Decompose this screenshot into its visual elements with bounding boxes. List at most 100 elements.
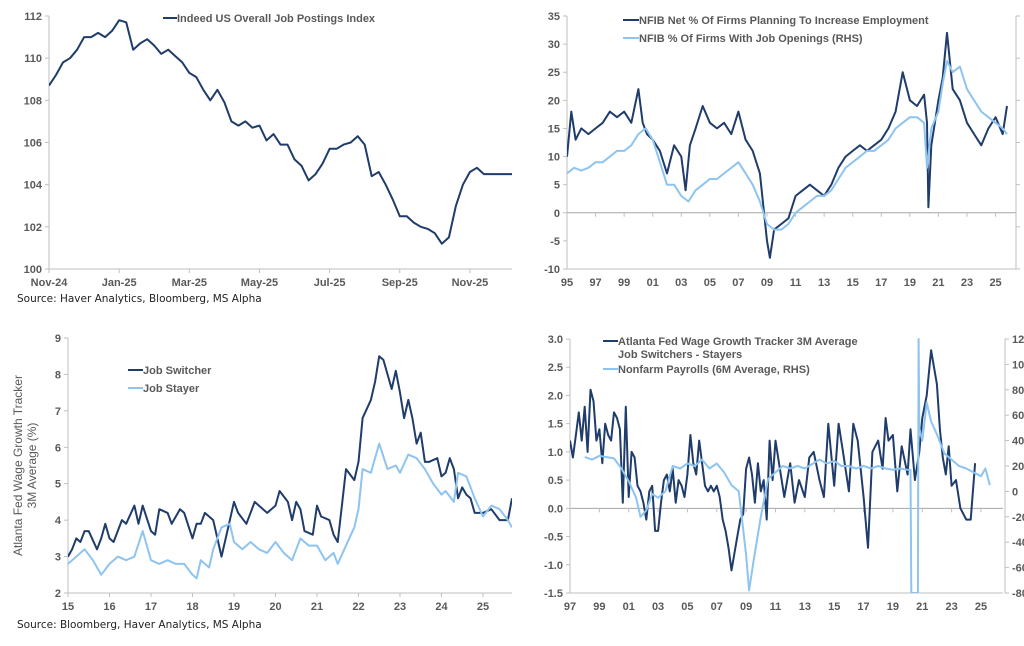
- x-tick-label: 13: [799, 601, 811, 613]
- y-axis-title: 3M Average (%): [25, 423, 39, 509]
- y-tick-label: 5: [554, 180, 560, 192]
- x-tick-label: 15: [828, 601, 840, 613]
- y2-tick-label: -20: [1012, 512, 1024, 524]
- y-tick-label: -1.0: [544, 560, 563, 572]
- x-tick-label: 11: [770, 601, 782, 613]
- x-tick-label: 21: [932, 277, 944, 289]
- y-tick-label: 2.0: [548, 390, 563, 402]
- y-tick-label: 1.0: [548, 447, 563, 459]
- x-tick-label: 20: [269, 601, 281, 613]
- y-tick-label: -10: [544, 264, 560, 276]
- series-line-dark: [68, 355, 512, 558]
- y2-tick-label: -80: [1012, 588, 1024, 600]
- x-tick-label: 21: [311, 601, 323, 613]
- x-tick-label: 23: [961, 277, 973, 289]
- y-tick-label: 2: [55, 588, 61, 600]
- y2-tick-label: 20: [1012, 461, 1024, 473]
- x-tick-label: 99: [593, 601, 605, 613]
- y-tick-label: 9: [55, 333, 61, 345]
- y2-tick-label: 60: [1012, 410, 1024, 422]
- legend-label: Indeed US Overall Job Postings Index: [177, 13, 376, 25]
- x-tick-label: 25: [975, 601, 987, 613]
- legend-label: Job Switchers - Stayers: [618, 349, 742, 361]
- y-tick-label: 3.0: [548, 334, 563, 346]
- x-tick-label: Nov-24: [31, 277, 69, 289]
- x-tick-label: 09: [740, 601, 752, 613]
- x-tick-label: 13: [818, 277, 830, 289]
- y2-tick-label: -40: [1012, 537, 1024, 549]
- x-tick-label: Nov-25: [452, 277, 489, 289]
- y-axis-title: Atlanta Fed Wage Growth Tracker: [11, 375, 25, 556]
- x-tick-label: 15: [62, 601, 74, 613]
- y-tick-label: 6: [55, 442, 61, 454]
- x-tick-label: 17: [875, 277, 887, 289]
- series-line-light: [68, 442, 512, 580]
- legend-label: Job Switcher: [143, 365, 212, 377]
- y2-tick-label: 120: [1012, 334, 1024, 346]
- x-tick-label: 97: [564, 601, 576, 613]
- source-note-top: Source: Haver Analytics, Bloomberg, MS A…: [17, 293, 262, 305]
- legend: Atlanta Fed Wage Growth Tracker 3M Avera…: [603, 336, 858, 376]
- series-group: [570, 338, 991, 593]
- y-tick-label: 106: [24, 138, 42, 150]
- series-line-dark: [49, 19, 512, 245]
- y-tick-label: 4: [55, 515, 62, 527]
- x-tick-label: 19: [228, 601, 240, 613]
- legend: Job Switcher Job Stayer: [128, 365, 212, 395]
- legend-label: Job Stayer: [143, 383, 200, 395]
- y2-tick-label: 80: [1012, 385, 1024, 397]
- x-tick-label: Jul-25: [314, 277, 346, 289]
- x-tick-label: 97: [589, 277, 601, 289]
- y-tick-label: 104: [24, 180, 43, 192]
- y2-tick-label: 100: [1012, 359, 1024, 371]
- x-tick-label: 07: [711, 601, 723, 613]
- x-tick-label: 22: [352, 601, 364, 613]
- x-tick-label: Sep-25: [382, 277, 418, 289]
- x-tick-label: 03: [652, 601, 664, 613]
- y-tick-label: 1.5: [548, 419, 563, 431]
- chart-wage-diff-vs-payrolls: -1.5-1.0-0.50.00.51.01.52.02.53.097 99 01 0…: [544, 334, 1024, 613]
- y-tick-label: 8: [55, 369, 61, 381]
- y2-tick-label: 40: [1012, 436, 1024, 448]
- y-tick-label: -5: [550, 236, 560, 248]
- y-tick-label: 7: [55, 406, 61, 418]
- y-tick-label: 30: [548, 39, 560, 51]
- x-tick-label: 17: [145, 601, 157, 613]
- y-tick-label: -1.5: [544, 588, 563, 600]
- x-tick-label: 23: [394, 601, 406, 613]
- y-tick-label: 20: [548, 95, 560, 107]
- x-tick-label: 23: [946, 601, 958, 613]
- y-tick-label: 102: [24, 222, 42, 234]
- y2-tick-label: -60: [1012, 563, 1024, 575]
- series-group: [567, 31, 1008, 259]
- source-note-bottom: Source: Bloomberg, Haver Analytics, MS A…: [17, 619, 262, 631]
- y-tick-label: 108: [24, 95, 42, 107]
- y-tick-label: 0: [554, 208, 560, 220]
- x-tick-label: 11: [790, 277, 802, 289]
- x-tick-label: 07: [732, 277, 744, 289]
- x-tick-label: Mar-25: [172, 277, 207, 289]
- y2-tick-label: 0: [1012, 486, 1018, 498]
- y-tick-label: 5: [55, 479, 61, 491]
- x-tick-label: 05: [704, 277, 716, 289]
- legend-label: Nonfarm Payrolls (6M Average, RHS): [618, 364, 810, 376]
- x-tick-label: 18: [186, 601, 198, 613]
- y-tick-label: 110: [24, 53, 42, 65]
- y-tick-label: 112: [24, 11, 42, 23]
- y-tick-label: 10: [548, 152, 560, 164]
- y-tick-label: 35: [548, 11, 560, 23]
- y-tick-label: -0.5: [544, 532, 563, 544]
- x-tick-label: Jan-25: [102, 277, 137, 289]
- y-tick-label: 3: [55, 552, 61, 564]
- y-tick-label: 100: [24, 264, 42, 276]
- x-tick-label: 21: [916, 601, 928, 613]
- x-tick-label: 17: [857, 601, 869, 613]
- x-tick-label: 01: [623, 601, 635, 613]
- series-group: [49, 19, 512, 245]
- chart-indeed-job-postings: 100 102 104 106 108 110 112 Nov-24 Jan-25 Mar-25 M…: [24, 11, 512, 289]
- x-tick-label: 03: [675, 277, 687, 289]
- x-tick-label: 95: [561, 277, 573, 289]
- x-tick-label: 25: [989, 277, 1001, 289]
